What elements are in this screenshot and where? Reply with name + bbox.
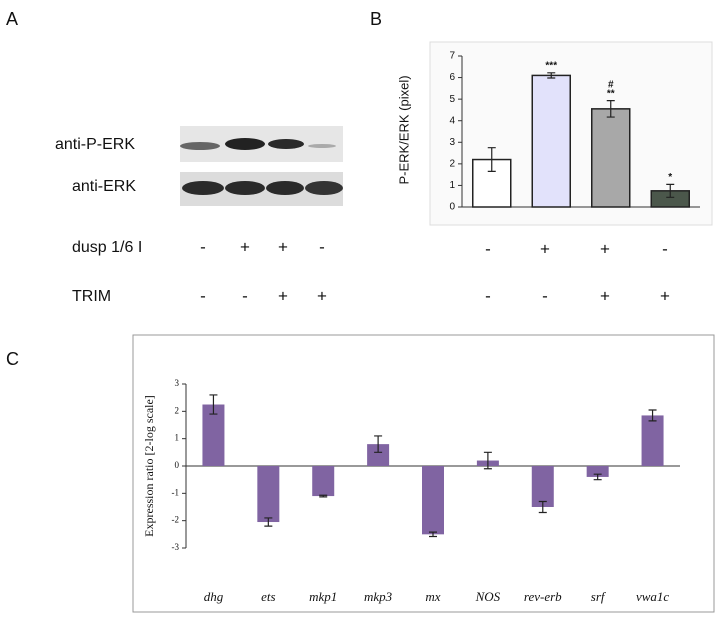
panel-label: B [370, 9, 382, 29]
bar [422, 466, 444, 535]
y-tick-label: 2 [175, 405, 180, 415]
panel-label: A [6, 9, 18, 29]
y-tick-label: 0 [449, 202, 455, 213]
error-bar [264, 517, 273, 527]
error-bar [666, 183, 675, 198]
bar [312, 466, 335, 497]
blot-band [182, 181, 224, 195]
x-tick-label: rev-erb [524, 589, 562, 604]
error-bar [593, 473, 602, 481]
y-tick-label: -3 [172, 542, 180, 552]
error-bar [483, 451, 492, 470]
y-tick-label: -2 [172, 515, 180, 525]
condition-sign: - [662, 239, 668, 258]
blot-band [266, 181, 304, 195]
condition-sign: + [317, 286, 327, 305]
y-tick-label: 4 [449, 115, 455, 126]
significance-mark: * [668, 172, 672, 183]
y-axis-label: P-ERK/ERK (pixel) [396, 75, 411, 184]
bar [591, 108, 631, 208]
condition-sign: - [242, 286, 248, 305]
bar [531, 466, 554, 507]
error-bar [538, 500, 547, 514]
significance-mark: ** [607, 88, 615, 99]
condition-sign: - [200, 237, 206, 256]
y-tick-label: -1 [172, 487, 180, 497]
x-tick-label: mkp1 [309, 589, 337, 604]
condition-sign: - [485, 239, 491, 258]
blot-band [225, 181, 265, 195]
error-bar [606, 100, 615, 118]
y-tick-label: 3 [175, 378, 180, 388]
condition-sign: - [542, 286, 548, 305]
y-tick-label: 3 [449, 137, 455, 148]
condition-sign: + [660, 286, 670, 305]
x-tick-label: mx [425, 589, 440, 604]
error-bar [374, 435, 383, 453]
x-tick-label: ets [261, 589, 275, 604]
blot-band [305, 181, 343, 195]
y-tick-label: 6 [449, 72, 455, 83]
condition-sign: + [540, 239, 550, 258]
y-tick-label: 1 [175, 433, 180, 443]
condition-sign: - [485, 286, 491, 305]
y-tick-label: 5 [449, 94, 455, 105]
condition-sign: - [319, 237, 325, 256]
condition-label: TRIM [72, 288, 111, 305]
y-tick-label: 7 [449, 51, 455, 62]
x-tick-label: dhg [204, 589, 224, 604]
blot-band [308, 144, 336, 148]
significance-mark: *** [545, 60, 557, 71]
bar [257, 466, 280, 523]
x-tick-label: mkp3 [364, 589, 393, 604]
condition-sign: + [278, 286, 288, 305]
bar [531, 74, 571, 208]
bar [202, 404, 225, 466]
blot-band [225, 138, 265, 150]
error-bar [209, 394, 218, 415]
error-bar [547, 72, 556, 79]
bar [367, 444, 390, 466]
y-axis-label: Expression ratio [2-log scale] [142, 395, 156, 537]
band-label: anti-ERK [72, 178, 136, 195]
band-label: anti-P-ERK [55, 136, 135, 153]
x-tick-label: srf [591, 589, 607, 604]
y-tick-label: 0 [175, 460, 180, 470]
error-bar [648, 409, 657, 422]
condition-sign: + [278, 237, 288, 256]
condition-label: dusp 1/6 I [72, 239, 142, 256]
bar [641, 415, 664, 466]
x-tick-label: vwa1c [636, 589, 669, 604]
blot-band [268, 139, 304, 149]
condition-sign: + [600, 286, 610, 305]
y-tick-label: 1 [449, 180, 455, 191]
y-tick-label: 2 [449, 158, 455, 169]
significance-mark: # [608, 79, 614, 90]
bar [472, 158, 512, 208]
error-bar [319, 494, 328, 498]
condition-sign: + [600, 239, 610, 258]
panel-label: C [6, 349, 19, 369]
error-bar [487, 147, 496, 173]
error-bar [429, 531, 437, 538]
bar [586, 466, 609, 477]
condition-sign: + [240, 237, 250, 256]
blot-band [180, 142, 220, 150]
x-tick-label: NOS [475, 589, 501, 604]
condition-sign: - [200, 286, 206, 305]
